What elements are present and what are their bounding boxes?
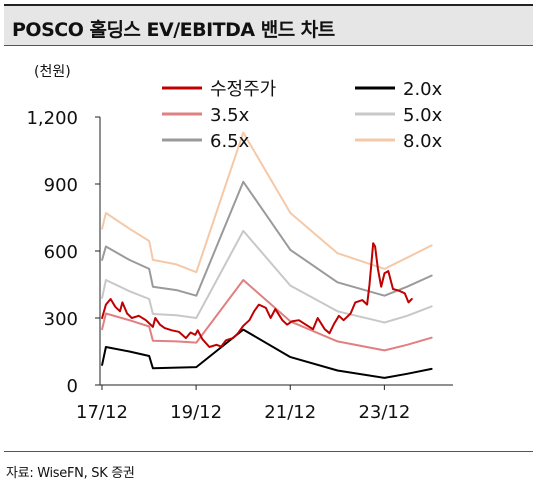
footer-divider <box>4 451 533 452</box>
title-bar: POSCO 홀딩스 EV/EBITDA 밴드 차트 <box>4 4 533 46</box>
x-tick-label: 17/12 <box>76 402 128 423</box>
y-tick-label: 600 <box>44 242 78 263</box>
y-axis: 0 300 600 900 1,200 <box>26 108 101 397</box>
legend-label: 5.0x <box>403 105 443 126</box>
y-tick-label: 300 <box>44 309 78 330</box>
series-line-8.0x <box>101 131 433 274</box>
series-lines <box>101 131 433 379</box>
series-line-3.5x <box>101 279 433 352</box>
y-tick-label: 900 <box>44 175 78 196</box>
x-tick-label: 19/12 <box>170 402 222 423</box>
x-axis: 17/12 19/12 21/12 23/12 <box>76 384 453 423</box>
x-tick-label: 23/12 <box>358 402 410 423</box>
legend-label: 2.0x <box>403 79 443 100</box>
legend-label: 3.5x <box>210 105 250 126</box>
legend: 수정주가 2.0x 3.5x 5.0x 6.5x 8.0x <box>162 79 443 152</box>
y-tick-label: 0 <box>67 376 78 397</box>
y-tick-label: 1,200 <box>26 108 78 129</box>
series-line-6.5x <box>101 180 433 297</box>
legend-label: 8.0x <box>403 131 443 152</box>
series-line-2.0x <box>101 328 433 379</box>
page-title: POSCO 홀딩스 EV/EBITDA 밴드 차트 <box>12 19 335 41</box>
series-line-price <box>101 242 413 348</box>
legend-label: 수정주가 <box>210 79 276 100</box>
legend-label: 6.5x <box>210 131 250 152</box>
series-line-5.0x <box>101 229 433 324</box>
source-note: 자료: WiseFN, SK 증권 <box>6 466 135 481</box>
x-tick-label: 21/12 <box>264 402 316 423</box>
chart: (천원) 0 300 600 900 1,200 17/12 19/12 21/12 23/1… <box>26 64 453 423</box>
y-unit-label: (천원) <box>34 64 71 80</box>
